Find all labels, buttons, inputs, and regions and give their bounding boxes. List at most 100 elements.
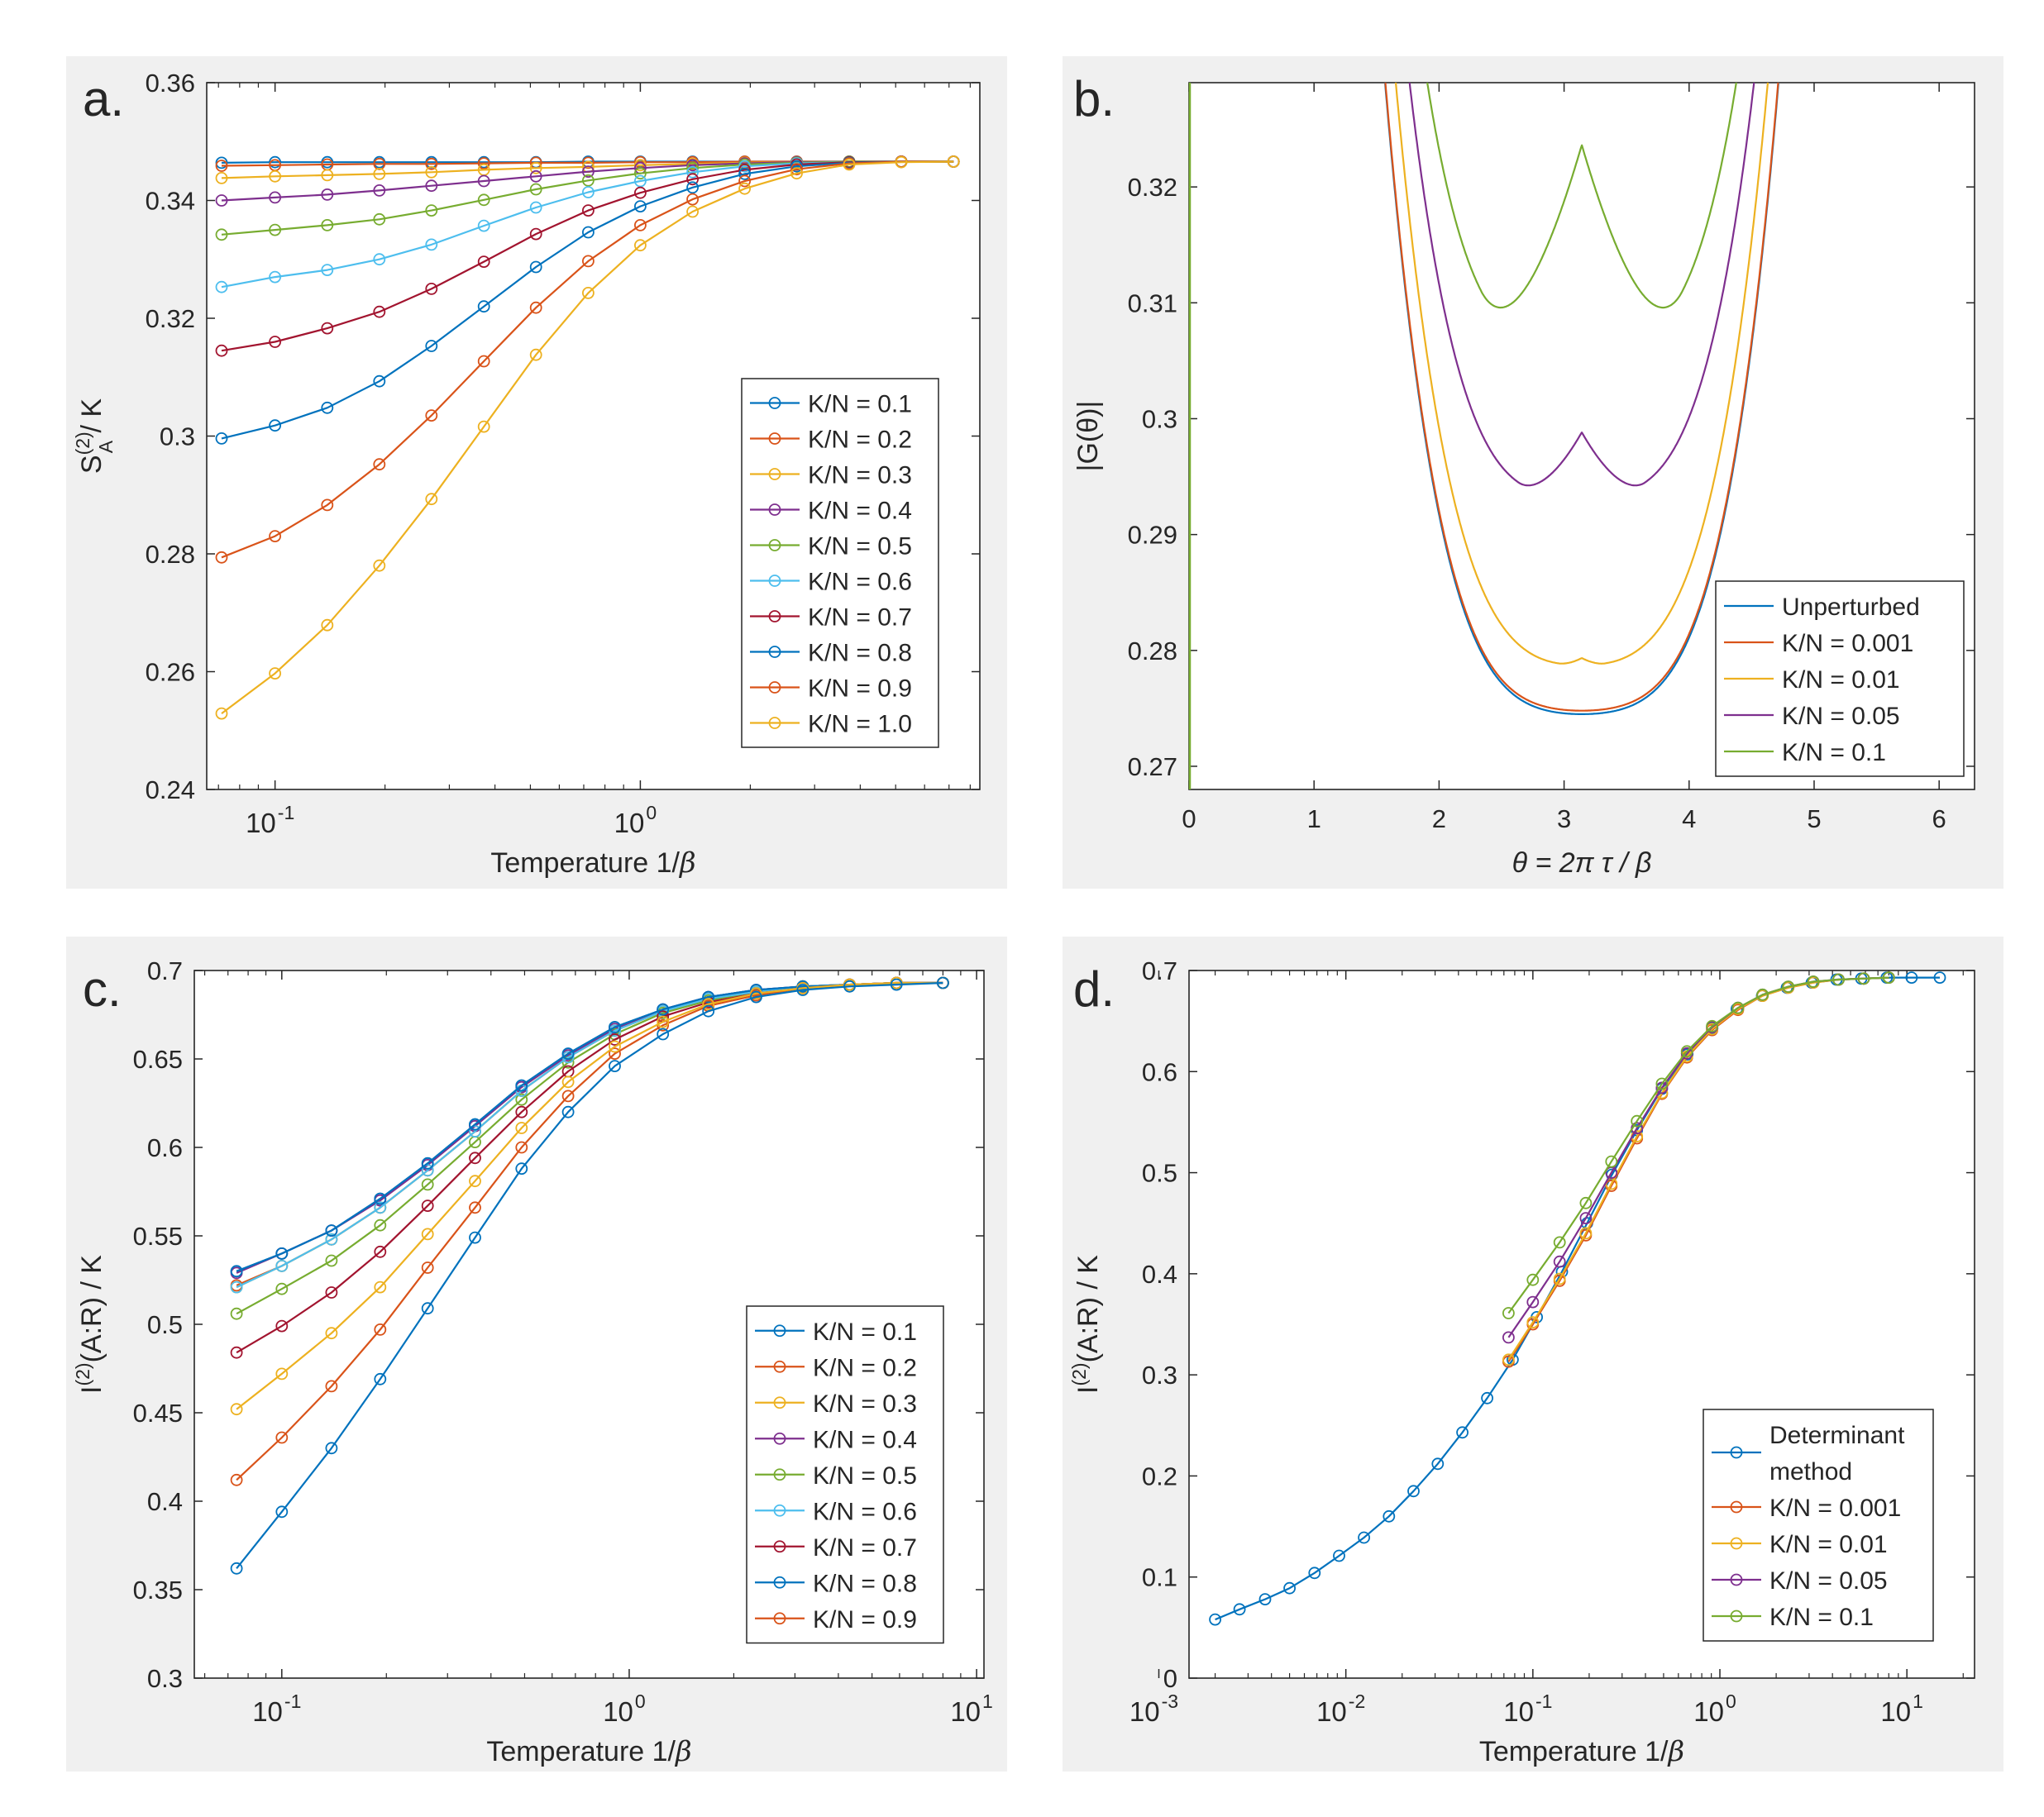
data-point xyxy=(1526,1273,1540,1286)
data-point xyxy=(582,156,595,169)
y-tick-label: 0.28 xyxy=(1128,637,1177,665)
x-tick-label: 5 xyxy=(1807,804,1821,833)
data-point xyxy=(1553,1255,1566,1268)
data-point xyxy=(1502,1307,1515,1319)
series-line xyxy=(236,981,943,1569)
y-axis-label-rest: (A:R) / K xyxy=(1072,1255,1104,1363)
legend-marker xyxy=(773,1540,786,1553)
legend-label: K/N = 0.01 xyxy=(1782,666,1900,694)
data-point xyxy=(738,174,751,188)
data-point xyxy=(215,551,228,564)
y-tick-label: 0.3 xyxy=(147,1664,183,1693)
y-tick-label: 0.7 xyxy=(147,956,183,985)
data-point xyxy=(1308,1567,1321,1580)
legend-label: K/N = 0.05 xyxy=(1769,1567,1888,1595)
data-point xyxy=(425,157,438,170)
data-point xyxy=(686,181,699,194)
legend-marker xyxy=(768,646,781,658)
data-point xyxy=(215,156,228,169)
y-tick-label: 0.36 xyxy=(146,69,195,98)
data-point xyxy=(269,667,282,680)
legend-label: K/N = 0.1 xyxy=(1769,1604,1874,1631)
data-point xyxy=(425,238,438,251)
data-point xyxy=(686,173,699,186)
legend-label: K/N = 0.01 xyxy=(1769,1531,1888,1558)
data-point xyxy=(702,1004,715,1018)
data-point xyxy=(469,1231,481,1244)
data-point xyxy=(738,182,751,195)
legend-marker xyxy=(773,1576,786,1589)
data-point xyxy=(421,1156,434,1170)
legend-marker xyxy=(768,717,781,729)
data-point xyxy=(561,1090,575,1103)
data-point xyxy=(1383,1509,1396,1523)
data-point xyxy=(738,167,751,180)
data-point xyxy=(374,1201,387,1214)
data-point xyxy=(469,1118,481,1131)
data-point xyxy=(561,1075,575,1089)
data-point xyxy=(634,239,647,252)
data-point xyxy=(373,559,386,572)
data-point xyxy=(215,160,228,172)
legend-label: K/N = 0.001 xyxy=(1782,630,1913,657)
legend-label: K/N = 0.6 xyxy=(813,1498,917,1525)
y-tick-label: 0.2 xyxy=(1142,1462,1177,1490)
y-axis-label: |G(θ)| xyxy=(1072,401,1104,472)
data-point xyxy=(890,978,903,991)
y-tick-label: 0.24 xyxy=(146,775,195,804)
legend-marker xyxy=(1730,1537,1743,1550)
panel-letter: a. xyxy=(83,71,124,126)
data-point xyxy=(657,1028,670,1041)
y-axis-label-main: S xyxy=(76,455,107,474)
data-point xyxy=(790,163,803,176)
legend-label: K/N = 0.1 xyxy=(808,391,912,418)
data-point xyxy=(325,1254,338,1267)
data-point xyxy=(275,1247,289,1260)
data-point xyxy=(230,1403,243,1416)
y-tick-label: 0.7 xyxy=(1142,956,1177,985)
y-tick-label: 0.28 xyxy=(146,540,195,569)
series-line xyxy=(1384,83,1779,712)
data-point xyxy=(529,169,542,183)
data-point xyxy=(275,1367,289,1381)
data-point xyxy=(321,188,334,201)
data-point xyxy=(634,167,647,180)
legend-marker xyxy=(1730,1610,1743,1623)
legend-marker xyxy=(768,539,781,551)
data-point xyxy=(529,201,542,214)
data-point xyxy=(1731,1001,1745,1014)
data-point xyxy=(215,171,228,184)
data-point xyxy=(321,218,334,231)
legend-box xyxy=(741,378,939,748)
legend-marker xyxy=(768,681,781,694)
data-point xyxy=(1407,1485,1420,1498)
legend-label: K/N = 0.7 xyxy=(808,604,912,632)
data-point xyxy=(738,160,751,173)
data-point xyxy=(1655,1077,1669,1090)
y-tick-label: 0.1 xyxy=(1142,1563,1177,1592)
legend-marker xyxy=(1730,1573,1743,1586)
data-point xyxy=(269,223,282,236)
series-line xyxy=(221,160,954,440)
axes-frame xyxy=(1188,970,1975,1679)
x-tick-exponent: 0 xyxy=(1726,1691,1736,1712)
series-line xyxy=(1408,83,1755,487)
legend-marker xyxy=(773,1396,786,1409)
data-point xyxy=(657,1003,670,1016)
data-point xyxy=(529,301,542,314)
x-tick-exponent: -2 xyxy=(1349,1691,1365,1712)
legend-marker xyxy=(768,468,781,480)
legend-label: K/N = 0.8 xyxy=(808,640,912,667)
data-point xyxy=(1579,1227,1593,1240)
data-point xyxy=(325,1380,338,1393)
data-point xyxy=(373,184,386,197)
data-point xyxy=(609,1033,621,1046)
y-tick-label: 0.35 xyxy=(133,1576,183,1605)
y-tick-label: 0.5 xyxy=(147,1310,183,1339)
legend-label: K/N = 0.6 xyxy=(808,569,912,596)
data-point xyxy=(1553,1272,1566,1285)
legend-label: Determinant xyxy=(1769,1422,1905,1449)
x-axis-label: Temperature 1/β xyxy=(1479,1735,1684,1768)
series-line xyxy=(221,160,954,352)
y-axis-label-main: I xyxy=(76,1386,107,1394)
